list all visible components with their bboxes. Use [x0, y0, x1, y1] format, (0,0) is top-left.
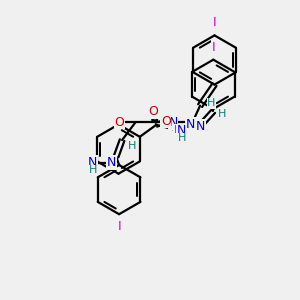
- Text: H: H: [174, 124, 182, 135]
- Text: O: O: [161, 115, 171, 128]
- Text: N: N: [88, 156, 98, 169]
- Text: I: I: [117, 220, 121, 233]
- Text: N: N: [196, 120, 206, 133]
- Text: O: O: [114, 116, 124, 129]
- Text: I: I: [212, 40, 215, 54]
- Text: N: N: [177, 124, 187, 137]
- Text: H: H: [207, 98, 216, 108]
- Text: N: N: [185, 118, 195, 131]
- Text: H: H: [128, 141, 136, 151]
- Text: I: I: [213, 16, 216, 29]
- Text: O: O: [149, 105, 158, 118]
- Text: H: H: [178, 133, 186, 143]
- Text: N: N: [107, 156, 116, 169]
- Text: H: H: [88, 165, 97, 175]
- Text: H: H: [218, 109, 226, 119]
- Text: N: N: [168, 116, 178, 130]
